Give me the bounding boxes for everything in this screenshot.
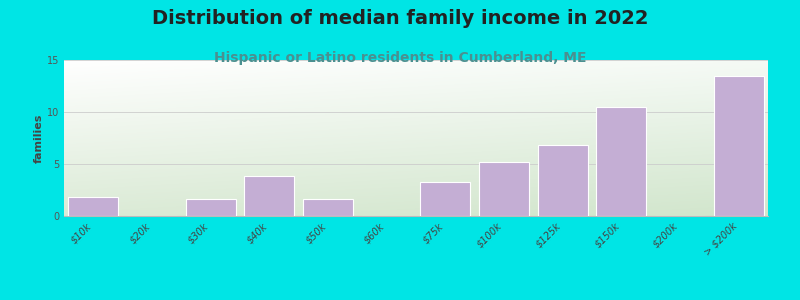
Bar [303,200,353,216]
Bar [538,145,587,216]
Bar [421,182,470,216]
Bar [69,197,118,216]
Y-axis label: families: families [34,113,44,163]
Bar [714,76,763,216]
Bar [596,107,646,216]
Text: Hispanic or Latino residents in Cumberland, ME: Hispanic or Latino residents in Cumberla… [214,51,586,65]
Bar [245,176,294,216]
Bar [479,162,529,216]
Bar [186,200,235,216]
Text: Distribution of median family income in 2022: Distribution of median family income in … [152,9,648,28]
